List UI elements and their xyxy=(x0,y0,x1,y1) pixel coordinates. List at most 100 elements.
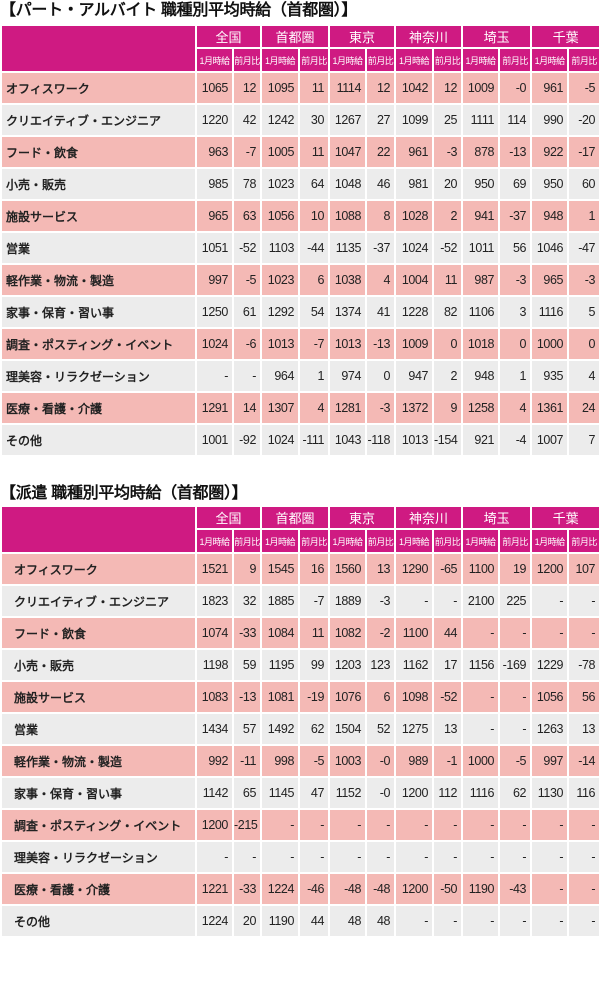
hourly-wage-cell: 1047 xyxy=(328,135,368,169)
hourly-wage-cell: 1263 xyxy=(530,712,570,746)
month-change-cell: -5 xyxy=(298,744,331,778)
month-change-cell: -78 xyxy=(567,648,600,682)
hourly-wage-cell: 1545 xyxy=(260,552,301,586)
hourly-wage-cell: 1250 xyxy=(195,295,234,329)
month-change-cell: - xyxy=(231,840,263,874)
table-row: 軽作業・物流・製造 992 -11 998 -5 1003 -0 989 -1 1000 -5 997… xyxy=(0,744,600,778)
job-category-label: 理美容・リラクゼーション xyxy=(0,359,197,393)
region-header: 東京 xyxy=(328,24,397,49)
month-change-cell: - xyxy=(432,840,464,874)
hourly-wage-cell: 1190 xyxy=(260,904,301,938)
hourly-wage-cell: - xyxy=(530,872,570,906)
month-change-cell: - xyxy=(432,584,464,618)
job-category-label: フード・飲食 xyxy=(0,616,197,650)
hourly-wage-cell: 1560 xyxy=(328,552,368,586)
sub-header-row: 1月時給 前月比 1月時給 前月比 1月時給 前月比 1月時給 前月比 1月時給 前月比 1月時給前… xyxy=(1,528,600,554)
month-change-cell: 52 xyxy=(365,712,397,746)
hourly-wage-cell: 997 xyxy=(195,263,234,297)
hourly-wage-cell: 1009 xyxy=(394,327,435,361)
hourly-wage-cell: 1162 xyxy=(394,648,435,682)
table-row: クリエイティブ・エンジニア 1823 32 1885 -7 1889 -3- -2100 225… xyxy=(0,584,600,618)
hourly-wage-cell: 1275 xyxy=(394,712,435,746)
month-change-cell: 22 xyxy=(365,135,397,169)
hourly-wage-cell: - xyxy=(530,584,570,618)
job-category-label: フード・飲食 xyxy=(0,135,197,169)
table-row: オフィスワーク 1065 12 1095 11 1114 12 1042 12 1009 -0 961… xyxy=(0,71,600,105)
hourly-wage-cell: 1203 xyxy=(328,648,368,682)
month-change-cell: -3 xyxy=(365,584,397,618)
month-change-cell: -5 xyxy=(567,71,600,105)
dispatch-wage-table: 全国 首都圏 東京 神奈川 埼玉 千葉 1月時給 前月比 1月時給 前月比 1月時給 前月比 1月時給前… xyxy=(0,505,600,938)
hourly-wage-cell: - xyxy=(195,359,234,393)
month-change-cell: 42 xyxy=(231,103,263,137)
month-change-cell: - xyxy=(231,359,263,393)
table-row: 家事・保育・習い事 1142 65 1145 47 1152 -0 1200 112 1116 62… xyxy=(0,776,600,810)
hourly-wage-cell: 922 xyxy=(530,135,570,169)
change-header: 前月比 xyxy=(231,47,263,73)
month-change-cell: 123 xyxy=(365,648,397,682)
hourly-wage-cell: 1056 xyxy=(260,199,301,233)
hourly-wage-cell: 961 xyxy=(394,135,435,169)
month-change-cell: 13 xyxy=(432,712,464,746)
region-header: 千葉 xyxy=(530,505,600,530)
hourly-wage-cell: -48 xyxy=(328,872,368,906)
month-change-cell: 78 xyxy=(231,167,263,201)
region-header-row: 全国 首都圏 東京 神奈川 埼玉 千葉 xyxy=(0,24,600,73)
hourly-wage-cell: 1142 xyxy=(195,776,234,810)
month-change-cell: 114 xyxy=(498,103,533,137)
corner-cell xyxy=(0,24,197,73)
hourly-wage-cell: 1889 xyxy=(328,584,368,618)
hourly-wage-cell: 48 xyxy=(328,904,368,938)
hourly-wage-cell: 1290 xyxy=(394,552,435,586)
hourly-wage-cell: 1291 xyxy=(195,391,234,425)
month-change-cell: 62 xyxy=(298,712,331,746)
job-category-label: クリエイティブ・エンジニア xyxy=(0,584,197,618)
month-change-cell: 11 xyxy=(298,135,331,169)
hourly-wage-cell: 1024 xyxy=(195,327,234,361)
hourly-wage-cell: 961 xyxy=(530,71,570,105)
job-category-label: 営業 xyxy=(0,231,197,265)
sub-header-row: 1月時給 前月比 1月時給 前月比 1月時給 前月比 1月時給 前月比 1月時給 前月比 1月時給前… xyxy=(1,47,600,73)
month-change-cell: -7 xyxy=(231,135,263,169)
hourly-wage-cell: 1220 xyxy=(195,103,234,137)
hourly-wage-cell: 1267 xyxy=(328,103,368,137)
hourly-wage-cell: 1013 xyxy=(394,423,435,457)
month-change-cell: - xyxy=(567,904,600,938)
corner-cell xyxy=(0,505,197,554)
hourly-wage-cell: 1224 xyxy=(260,872,301,906)
month-change-cell: -215 xyxy=(231,808,263,842)
month-change-cell: 5 xyxy=(567,295,600,329)
month-change-cell: - xyxy=(567,872,600,906)
hourly-wage-cell: 1374 xyxy=(328,295,368,329)
month-change-cell: -52 xyxy=(231,231,263,265)
hourly-wage-cell: 1372 xyxy=(394,391,435,425)
month-change-cell: 25 xyxy=(432,103,464,137)
hourly-wage-cell: - xyxy=(394,840,435,874)
hourly-wage-cell: 1116 xyxy=(461,776,501,810)
month-change-cell: 30 xyxy=(298,103,331,137)
table-row: オフィスワーク 1521 9 1545 16 1560 13 1290 -65 1100 19 120… xyxy=(0,552,600,586)
month-change-cell: -19 xyxy=(298,680,331,714)
month-change-cell: 54 xyxy=(298,295,331,329)
month-change-cell: -3 xyxy=(498,263,533,297)
month-change-cell: 48 xyxy=(365,904,397,938)
wage-header: 1月時給 xyxy=(394,528,435,554)
hourly-wage-cell: 1065 xyxy=(195,71,234,105)
month-change-cell: -7 xyxy=(298,584,331,618)
hourly-wage-cell: 1018 xyxy=(461,327,501,361)
month-change-cell: -13 xyxy=(231,680,263,714)
month-change-cell: -46 xyxy=(298,872,331,906)
hourly-wage-cell: 921 xyxy=(461,423,501,457)
hourly-wage-cell: 974 xyxy=(328,359,368,393)
month-change-cell: 11 xyxy=(298,71,331,105)
month-change-cell: -2 xyxy=(365,616,397,650)
job-category-label: 調査・ポスティング・イベント xyxy=(0,327,197,361)
hourly-wage-cell: - xyxy=(260,840,301,874)
wage-header: 1月時給 xyxy=(461,528,501,554)
month-change-cell: 57 xyxy=(231,712,263,746)
month-change-cell: 9 xyxy=(432,391,464,425)
wage-header: 1月時給 xyxy=(461,47,501,73)
month-change-cell: 32 xyxy=(231,584,263,618)
change-header: 前月比 xyxy=(567,47,600,73)
hourly-wage-cell: 1011 xyxy=(461,231,501,265)
